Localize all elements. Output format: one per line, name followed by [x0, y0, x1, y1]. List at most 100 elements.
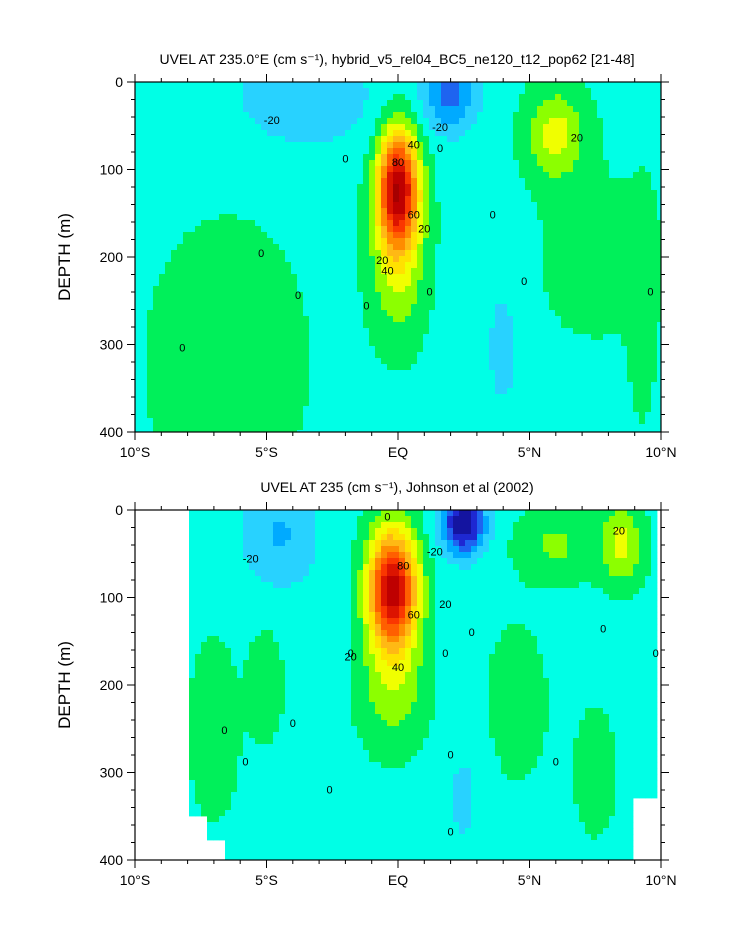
contour-cell — [219, 388, 226, 395]
contour-cell — [207, 226, 214, 233]
contour-cell — [411, 226, 418, 233]
contour-cell — [405, 346, 412, 353]
contour-cell — [429, 208, 436, 215]
contour-cell — [597, 100, 604, 107]
contour-cell — [585, 190, 592, 197]
contour-cell — [333, 304, 340, 311]
contour-cell — [579, 244, 586, 251]
contour-cell — [573, 148, 580, 155]
contour-cell — [351, 382, 358, 389]
contour-cell — [621, 82, 628, 89]
contour-cell — [585, 340, 592, 347]
contour-cell — [255, 418, 262, 425]
contour-cell — [627, 244, 634, 251]
contour-cell — [471, 184, 478, 191]
contour-cell — [327, 274, 334, 281]
contour-cell — [273, 118, 280, 125]
contour-cell — [603, 82, 610, 89]
contour-cell — [441, 214, 448, 221]
contour-cell — [399, 190, 406, 197]
contour-cell — [561, 310, 568, 317]
contour-cell — [495, 274, 502, 281]
contour-cell — [507, 292, 514, 299]
contour-cell — [627, 88, 634, 95]
contour-cell — [357, 388, 364, 395]
contour-cell — [327, 250, 334, 257]
contour-cell — [189, 154, 196, 161]
contour-cell — [489, 370, 496, 377]
contour-cell — [399, 82, 406, 89]
contour-cell — [645, 178, 652, 185]
contour-cell — [261, 394, 268, 401]
contour-cell — [423, 106, 430, 113]
contour-cell — [597, 412, 604, 419]
contour-cell — [321, 400, 328, 407]
contour-cell — [387, 196, 394, 203]
contour-cell — [507, 418, 514, 425]
contour-cell — [429, 304, 436, 311]
contour-cell — [423, 202, 430, 209]
contour-cell — [171, 226, 178, 233]
contour-cell — [435, 346, 442, 353]
contour-cell — [141, 274, 148, 281]
contour-cell — [327, 238, 334, 245]
contour-cell — [279, 340, 286, 347]
contour-cell — [609, 112, 616, 119]
contour-cell — [519, 250, 526, 257]
contour-cell — [153, 304, 160, 311]
contour-cell — [291, 190, 298, 197]
contour-cell — [507, 136, 514, 143]
contour-cell — [399, 286, 406, 293]
contour-cell — [219, 322, 226, 329]
contour-cell — [279, 346, 286, 353]
contour-cell — [441, 418, 448, 425]
contour-cell — [579, 82, 586, 89]
contour-cell — [531, 262, 538, 269]
contour-cell — [543, 124, 550, 131]
contour-cell — [399, 172, 406, 179]
contour-cell — [177, 238, 184, 245]
contour-cell — [441, 244, 448, 251]
contour-cell — [591, 382, 598, 389]
contour-cell — [585, 388, 592, 395]
contour-cell — [261, 130, 268, 137]
contour-cell — [201, 322, 208, 329]
contour-cell — [495, 268, 502, 275]
contour-cell — [615, 400, 622, 407]
contour-cell — [465, 232, 472, 239]
contour-cell — [387, 268, 394, 275]
contour-cell — [501, 352, 508, 359]
contour-cell — [627, 400, 634, 407]
contour-cell — [279, 400, 286, 407]
contour-cell — [231, 376, 238, 383]
contour-cell — [465, 112, 472, 119]
contour-cell — [249, 124, 256, 131]
contour-cell — [537, 322, 544, 329]
contour-cell — [315, 130, 322, 137]
contour-cell — [393, 202, 400, 209]
contour-cell — [645, 406, 652, 413]
contour-cell — [567, 352, 574, 359]
contour-cell — [231, 316, 238, 323]
contour-cell — [483, 142, 490, 149]
contour-cell — [315, 220, 322, 227]
contour-cell — [465, 256, 472, 263]
contour-cell — [411, 208, 418, 215]
contour-cell — [615, 130, 622, 137]
contour-cell — [489, 82, 496, 89]
contour-cell — [345, 268, 352, 275]
contour-cell — [153, 124, 160, 131]
contour-cell — [567, 406, 574, 413]
contour-cell — [141, 286, 148, 293]
contour-cell — [303, 316, 310, 323]
contour-cell — [351, 112, 358, 119]
contour-cell — [423, 334, 430, 341]
contour-cell — [495, 172, 502, 179]
contour-cell — [141, 112, 148, 119]
contour-cell — [477, 232, 484, 239]
contour-cell — [327, 298, 334, 305]
contour-cell — [177, 112, 184, 119]
contour-cell — [261, 94, 268, 101]
contour-cell — [627, 256, 634, 263]
contour-cell — [591, 274, 598, 281]
